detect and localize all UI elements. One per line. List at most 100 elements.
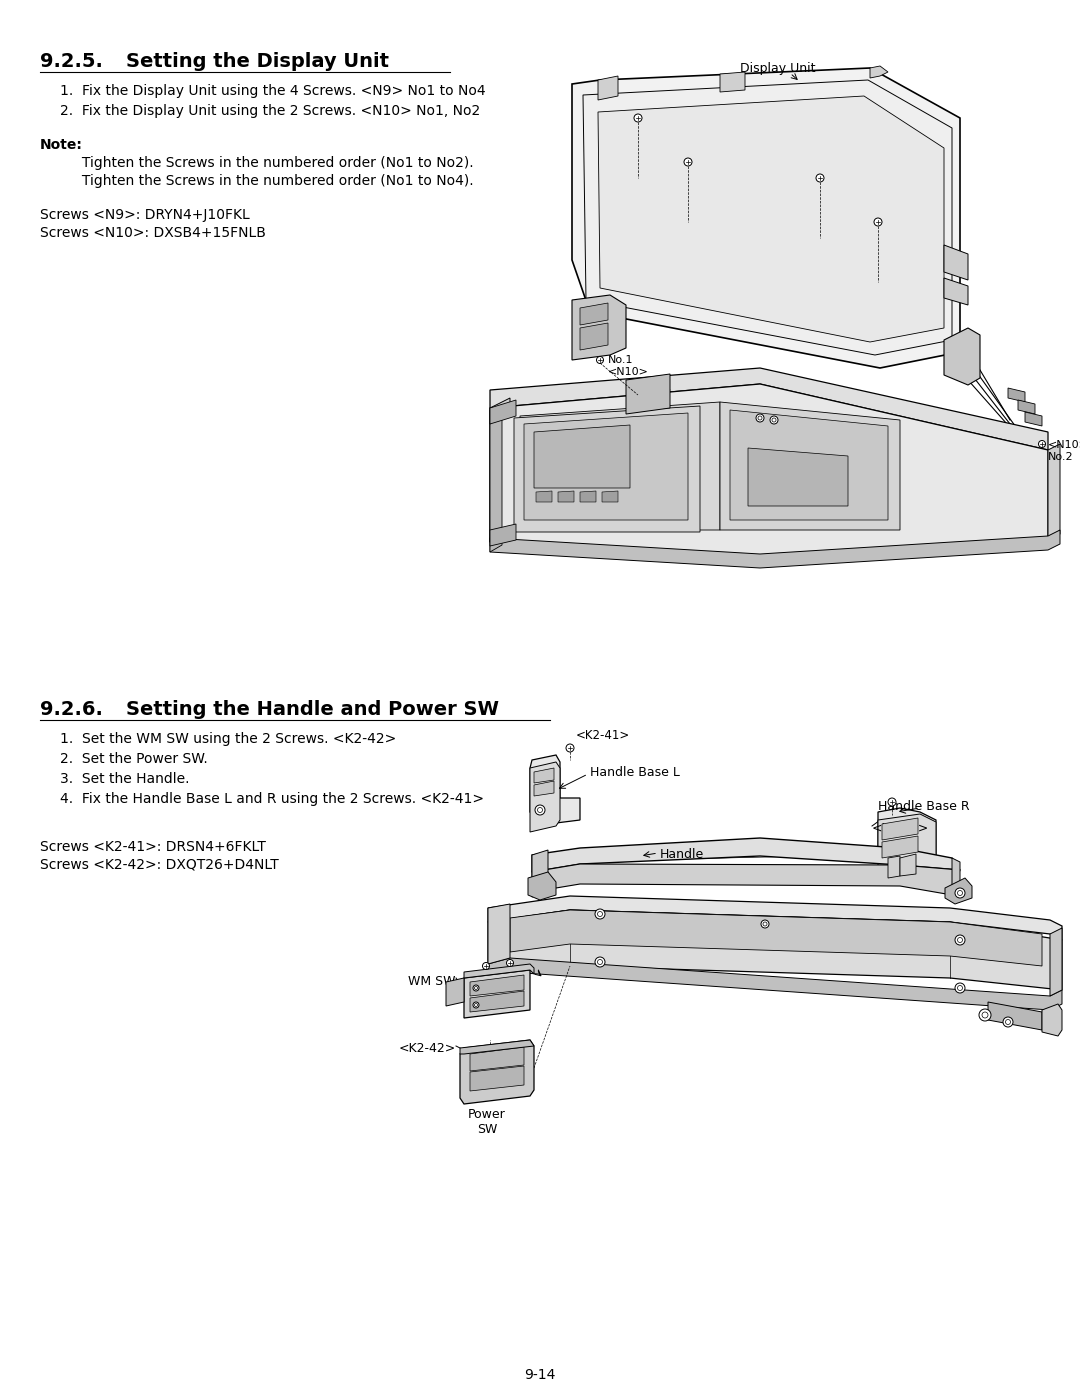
Circle shape — [958, 985, 962, 990]
Circle shape — [473, 985, 480, 990]
Polygon shape — [580, 323, 608, 351]
Text: Display Unit: Display Unit — [740, 61, 815, 75]
Polygon shape — [748, 448, 848, 506]
Circle shape — [758, 416, 762, 420]
Circle shape — [595, 957, 605, 967]
Text: 1.  Set the WM SW using the 2 Screws. <K2-42>: 1. Set the WM SW using the 2 Screws. <K2… — [60, 732, 396, 746]
Text: No.3
<N9>: No.3 <N9> — [826, 175, 860, 197]
Polygon shape — [730, 409, 888, 520]
Circle shape — [1005, 1020, 1011, 1024]
Text: 9-14: 9-14 — [524, 1368, 556, 1382]
Polygon shape — [944, 244, 968, 279]
Polygon shape — [1018, 400, 1035, 414]
Polygon shape — [488, 958, 1062, 1010]
Text: Setting the Handle and Power SW: Setting the Handle and Power SW — [126, 700, 499, 719]
Circle shape — [888, 798, 896, 806]
Polygon shape — [532, 863, 960, 895]
Circle shape — [958, 890, 962, 895]
Polygon shape — [490, 398, 510, 542]
Circle shape — [634, 115, 642, 122]
Text: No.1
<N10>: No.1 <N10> — [608, 355, 649, 377]
Polygon shape — [558, 490, 573, 502]
Polygon shape — [530, 754, 580, 824]
Polygon shape — [528, 872, 556, 900]
Polygon shape — [602, 490, 618, 502]
Polygon shape — [464, 964, 534, 978]
Polygon shape — [900, 854, 916, 876]
Circle shape — [955, 983, 966, 993]
Text: No.2
<N9>: No.2 <N9> — [885, 219, 918, 240]
Polygon shape — [580, 303, 608, 326]
Polygon shape — [470, 990, 524, 1011]
Polygon shape — [534, 781, 554, 796]
Polygon shape — [598, 96, 944, 342]
Text: Handle Base R: Handle Base R — [878, 800, 970, 813]
Polygon shape — [524, 414, 688, 520]
Polygon shape — [532, 838, 960, 872]
Polygon shape — [470, 1066, 524, 1091]
Polygon shape — [882, 835, 918, 858]
Polygon shape — [870, 66, 888, 78]
Polygon shape — [446, 978, 464, 1006]
Text: Screws <N9>: DRYN4+J10FKL: Screws <N9>: DRYN4+J10FKL — [40, 208, 249, 222]
Polygon shape — [470, 1046, 524, 1071]
Circle shape — [597, 960, 603, 964]
Text: Setting the Display Unit: Setting the Display Unit — [126, 52, 389, 71]
Polygon shape — [488, 904, 510, 964]
Polygon shape — [510, 909, 1042, 965]
Polygon shape — [945, 877, 972, 904]
Polygon shape — [878, 814, 936, 876]
Polygon shape — [534, 768, 554, 782]
Text: 3.  Set the Handle.: 3. Set the Handle. — [60, 773, 189, 787]
Circle shape — [955, 888, 966, 898]
Polygon shape — [580, 490, 596, 502]
Polygon shape — [488, 909, 1062, 990]
Circle shape — [772, 418, 777, 422]
Polygon shape — [626, 374, 670, 414]
Circle shape — [474, 1003, 477, 1006]
Polygon shape — [988, 1002, 1042, 1030]
Polygon shape — [519, 402, 720, 529]
Text: 9.2.6.: 9.2.6. — [40, 700, 103, 719]
Polygon shape — [720, 73, 745, 92]
Polygon shape — [944, 278, 968, 305]
Polygon shape — [882, 819, 918, 840]
Text: 2.  Set the Power SW.: 2. Set the Power SW. — [60, 752, 207, 766]
Circle shape — [597, 911, 603, 916]
Polygon shape — [720, 402, 900, 529]
Text: 9.2.5.: 9.2.5. — [40, 52, 103, 71]
Circle shape — [595, 909, 605, 919]
Polygon shape — [460, 1039, 534, 1053]
Polygon shape — [530, 761, 561, 833]
Polygon shape — [514, 407, 700, 532]
Polygon shape — [1048, 444, 1059, 541]
Text: 1.  Fix the Display Unit using the 4 Screws. <N9> No1 to No4: 1. Fix the Display Unit using the 4 Scre… — [60, 84, 486, 98]
Text: <K2-41>: <K2-41> — [872, 821, 929, 835]
Text: Handle: Handle — [660, 848, 704, 861]
Circle shape — [874, 218, 882, 226]
Text: <K2-42>: <K2-42> — [399, 1042, 456, 1055]
Text: No.1
<N9>: No.1 <N9> — [644, 115, 678, 137]
Polygon shape — [1025, 412, 1042, 426]
Circle shape — [596, 356, 604, 363]
Polygon shape — [1042, 1004, 1062, 1037]
Text: 4.  Fix the Handle Base L and R using the 2 Screws. <K2-41>: 4. Fix the Handle Base L and R using the… — [60, 792, 484, 806]
Text: Note:: Note: — [40, 138, 83, 152]
Polygon shape — [598, 75, 618, 101]
Polygon shape — [490, 524, 516, 546]
Circle shape — [566, 745, 573, 752]
Text: Power
SW: Power SW — [468, 1108, 505, 1136]
Circle shape — [955, 935, 966, 944]
Text: Screws <N10>: DXSB4+15FNLB: Screws <N10>: DXSB4+15FNLB — [40, 226, 266, 240]
Circle shape — [958, 937, 962, 943]
Text: Tighten the Screws in the numbered order (No1 to No2).: Tighten the Screws in the numbered order… — [60, 156, 474, 170]
Polygon shape — [1050, 928, 1062, 996]
Circle shape — [538, 807, 542, 813]
Polygon shape — [572, 68, 960, 367]
Polygon shape — [583, 80, 951, 355]
Circle shape — [756, 414, 764, 422]
Text: <K2-41>: <K2-41> — [576, 729, 631, 742]
Polygon shape — [490, 405, 502, 552]
Polygon shape — [888, 856, 900, 877]
Polygon shape — [944, 328, 980, 386]
